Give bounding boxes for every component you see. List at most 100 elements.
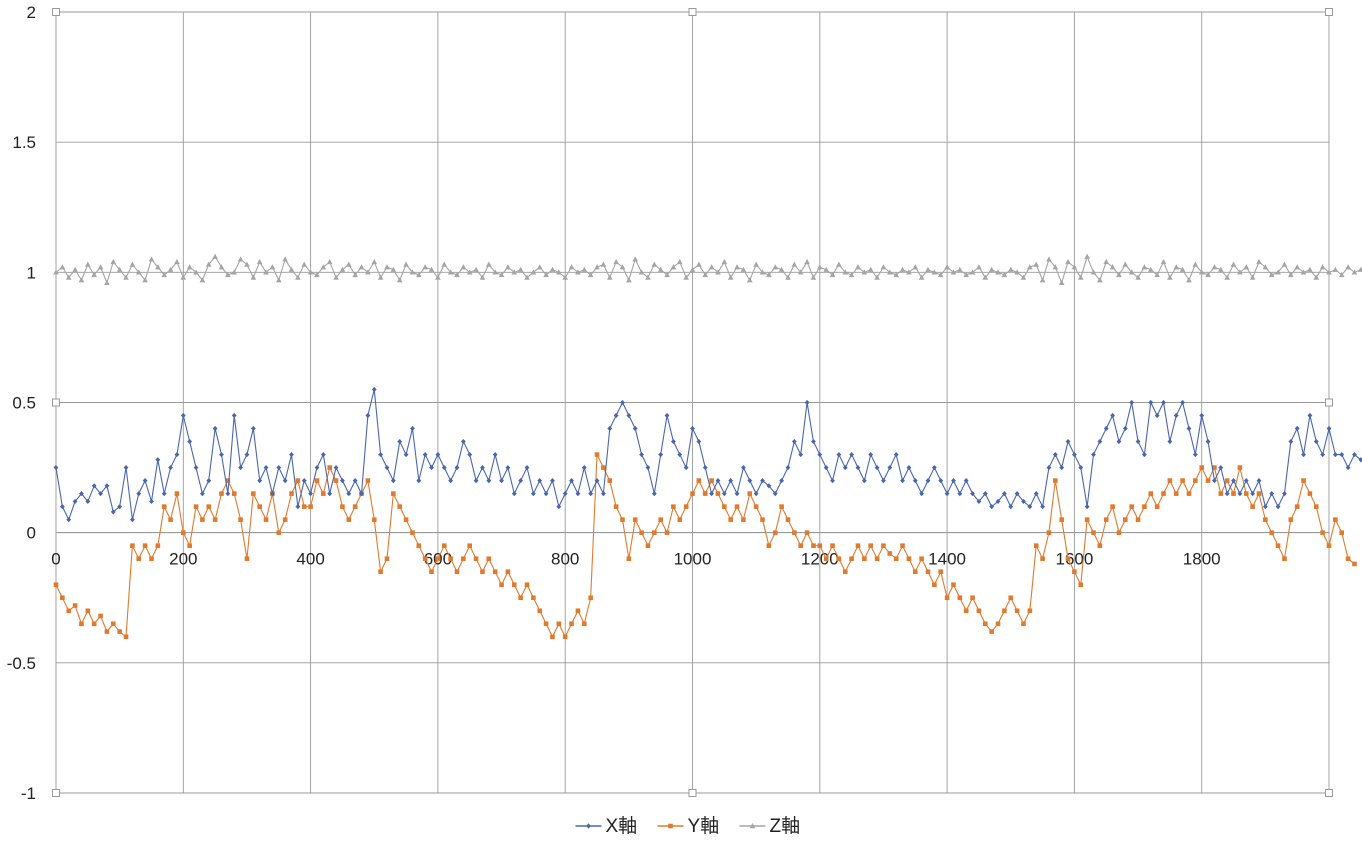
data-point — [925, 569, 931, 575]
resize-handle[interactable] — [52, 8, 60, 16]
resize-handle[interactable] — [1325, 789, 1333, 797]
data-point — [479, 274, 486, 280]
data-point — [480, 464, 485, 471]
data-point — [1333, 517, 1338, 522]
data-point — [1211, 264, 1218, 270]
data-point — [1313, 504, 1319, 509]
data-point — [1027, 264, 1033, 270]
data-point — [829, 271, 836, 278]
data-point — [1046, 464, 1052, 471]
data-point — [594, 264, 600, 270]
data-point — [511, 491, 517, 497]
data-point — [702, 491, 708, 496]
data-point — [1332, 451, 1338, 458]
data-point — [1097, 277, 1103, 283]
data-point — [1307, 412, 1313, 419]
data-point — [499, 478, 504, 484]
data-point — [772, 530, 778, 535]
data-point — [155, 264, 161, 270]
data-point — [766, 271, 772, 278]
resize-handle[interactable] — [52, 789, 60, 797]
data-point — [683, 464, 689, 471]
data-point — [963, 478, 969, 484]
data-point — [391, 491, 396, 496]
data-point — [568, 264, 575, 270]
data-point — [1103, 517, 1109, 522]
data-point — [645, 543, 651, 548]
data-point — [429, 569, 434, 575]
data-point — [110, 621, 116, 627]
data-point — [811, 438, 816, 445]
data-point — [174, 451, 180, 458]
data-point — [1205, 271, 1211, 278]
data-point — [887, 551, 893, 556]
data-point — [1294, 504, 1300, 509]
data-point — [588, 595, 593, 601]
data-point — [995, 269, 1001, 275]
legend-item[interactable]: X軸 — [575, 815, 638, 837]
data-point — [1161, 491, 1166, 496]
data-point — [982, 621, 988, 627]
legend-swatch-marker — [668, 823, 673, 829]
resize-handle[interactable] — [1325, 8, 1333, 16]
data-point — [696, 478, 702, 483]
data-point — [517, 266, 524, 272]
data-point — [906, 269, 912, 275]
data-point — [282, 517, 288, 522]
data-point — [142, 277, 148, 283]
resize-handle[interactable] — [688, 8, 697, 16]
data-point — [753, 261, 759, 267]
data-point — [104, 279, 110, 285]
data-point — [988, 266, 995, 272]
data-point — [136, 491, 142, 497]
data-point — [346, 491, 352, 497]
data-point — [1065, 438, 1071, 445]
data-point — [530, 269, 537, 275]
data-point — [658, 451, 664, 458]
data-point — [155, 457, 161, 463]
data-point — [263, 464, 269, 471]
data-point — [1002, 608, 1007, 614]
resize-handle[interactable] — [1325, 398, 1333, 407]
data-point — [321, 491, 326, 496]
data-point — [638, 269, 645, 275]
data-point — [1128, 269, 1135, 275]
data-point — [772, 491, 778, 497]
data-point — [1040, 556, 1045, 561]
data-point — [600, 491, 606, 497]
data-point — [619, 264, 626, 270]
data-point — [180, 274, 187, 280]
data-point — [1180, 399, 1186, 406]
data-point — [1288, 517, 1294, 522]
data-point — [702, 464, 708, 471]
data-point — [734, 504, 740, 509]
data-point — [1116, 530, 1122, 535]
data-point — [836, 556, 842, 561]
data-point — [1084, 504, 1090, 510]
data-point — [308, 504, 313, 509]
resize-handle[interactable] — [52, 398, 60, 407]
data-point — [1033, 261, 1040, 267]
data-point — [1199, 412, 1205, 419]
data-point — [480, 569, 485, 575]
data-point — [72, 498, 78, 505]
data-point — [804, 399, 810, 406]
data-point — [60, 595, 65, 601]
legend-item[interactable]: Z軸 — [739, 815, 801, 837]
data-point — [887, 269, 893, 275]
data-point — [1097, 543, 1103, 548]
data-point — [237, 256, 244, 262]
data-point — [626, 412, 632, 419]
data-point — [250, 274, 257, 280]
resize-handle[interactable] — [688, 789, 697, 797]
data-point — [1294, 264, 1300, 270]
data-point — [855, 464, 861, 471]
data-point — [282, 478, 288, 484]
data-point — [142, 478, 148, 484]
legend-item[interactable]: Y軸 — [657, 815, 720, 837]
data-point — [588, 491, 594, 497]
data-point — [429, 464, 434, 471]
data-point — [944, 491, 950, 497]
data-point — [441, 464, 447, 471]
data-point — [454, 271, 460, 278]
